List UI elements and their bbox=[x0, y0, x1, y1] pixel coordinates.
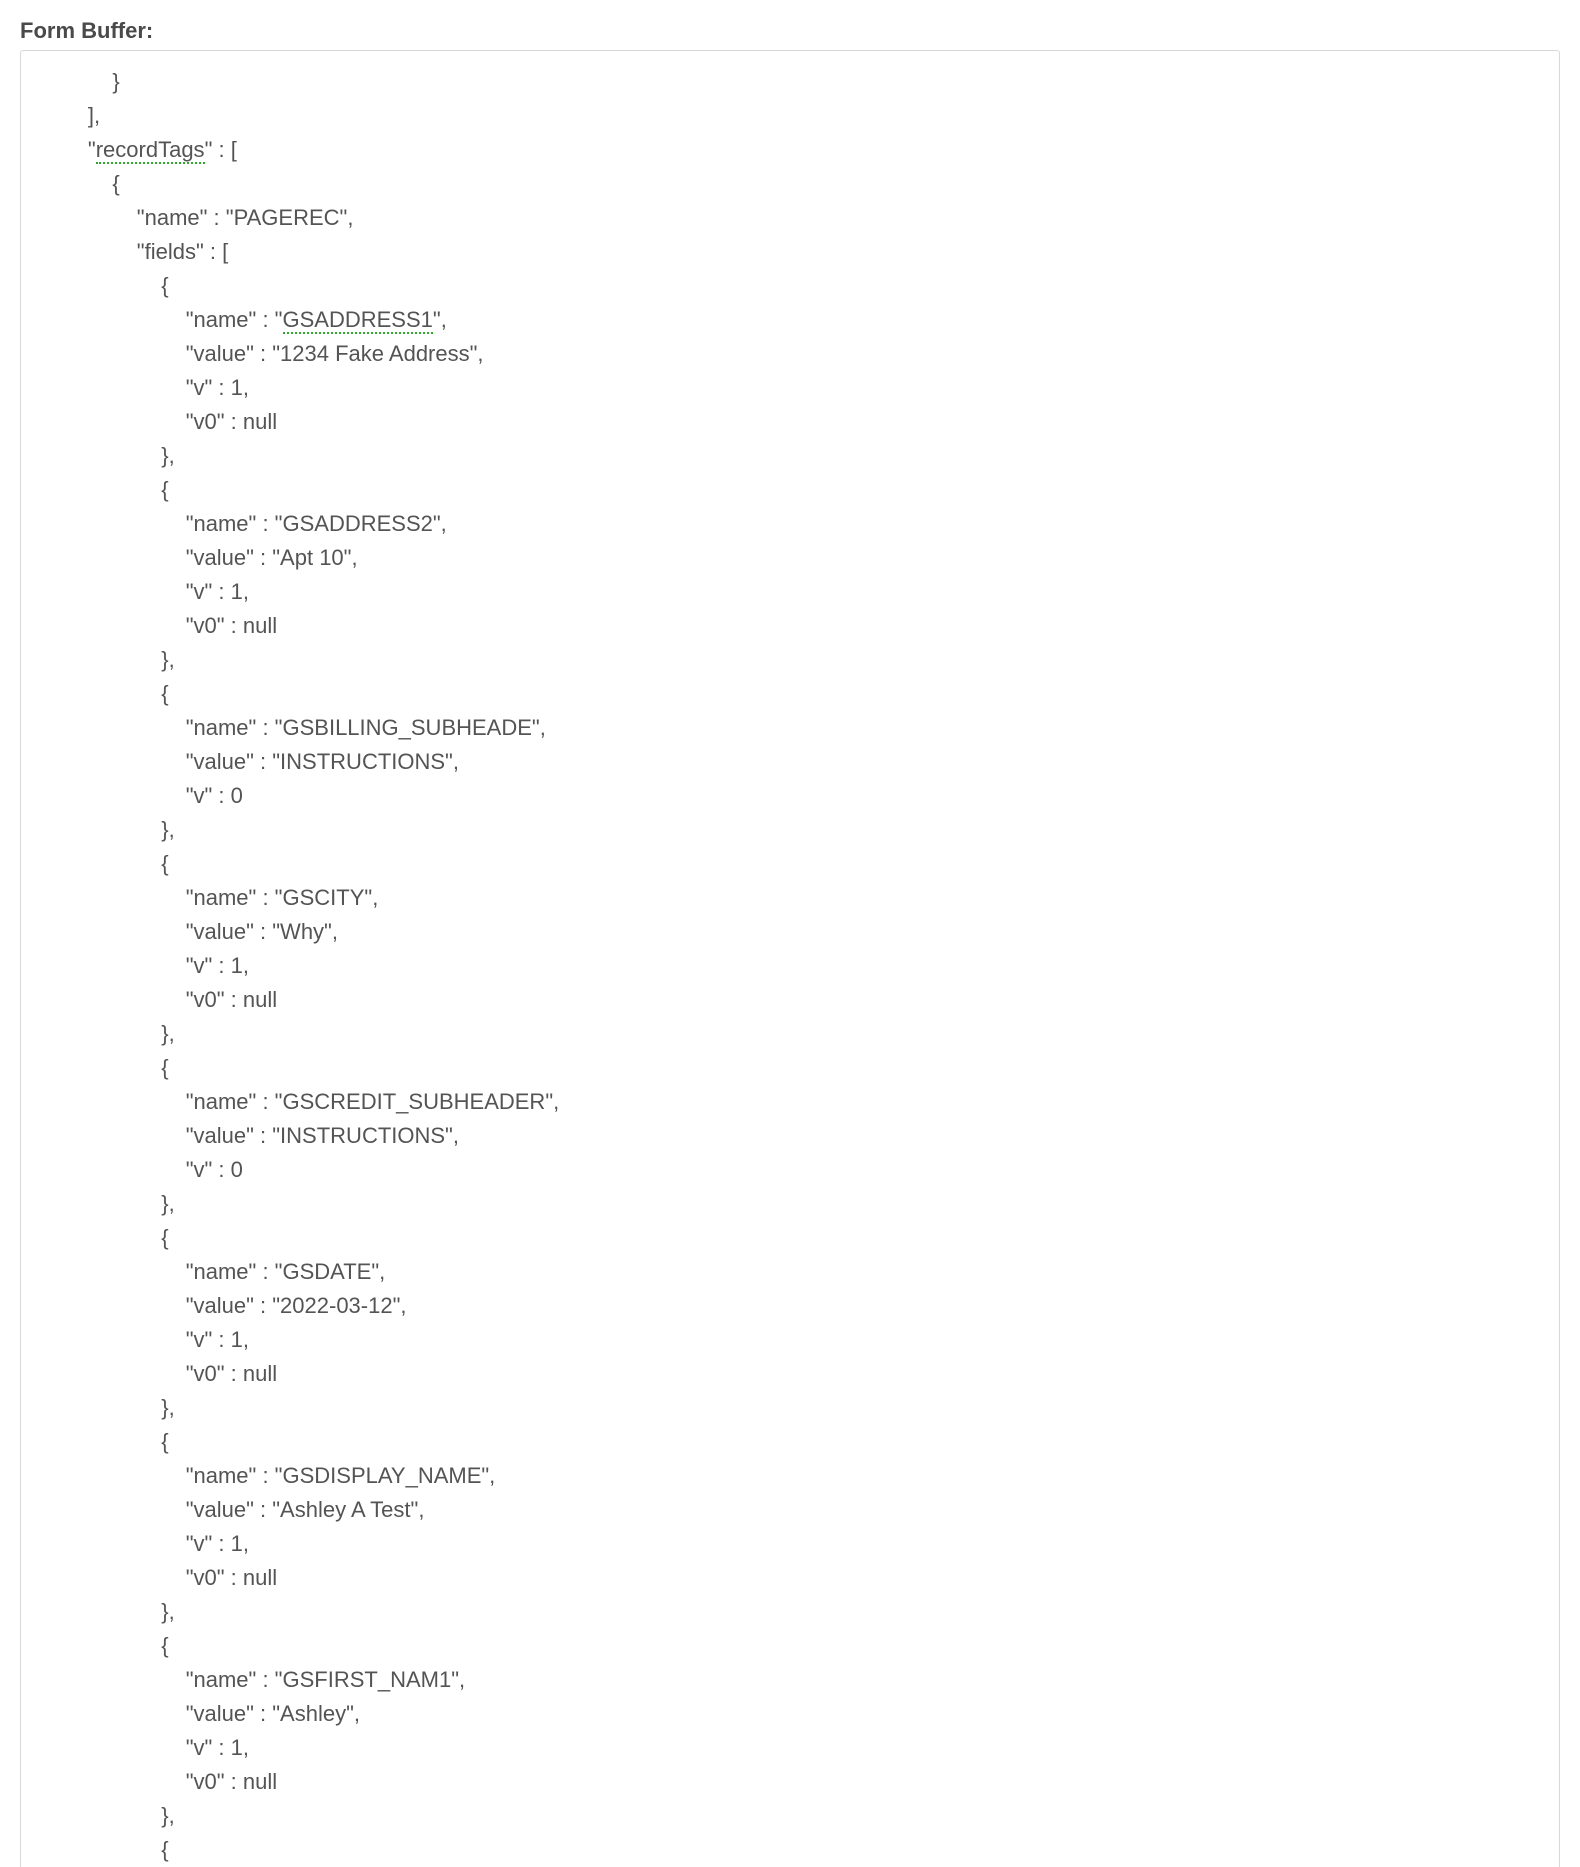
code-line: } bbox=[39, 65, 1553, 99]
form-buffer-panel: } ], "recordTags" : [ { "name" : "PAGERE… bbox=[20, 50, 1560, 1867]
code-line: "name" : "GSADDRESS2", bbox=[39, 507, 1553, 541]
code-line: { bbox=[39, 167, 1553, 201]
code-line: "name" : "GSDATE", bbox=[39, 1255, 1553, 1289]
code-line: { bbox=[39, 1051, 1553, 1085]
code-line: "v" : 0 bbox=[39, 779, 1553, 813]
code-line: { bbox=[39, 1833, 1553, 1867]
code-line: "name" : "GSCITY", bbox=[39, 881, 1553, 915]
code-line: { bbox=[39, 1425, 1553, 1459]
code-line: "value" : "1234 Fake Address", bbox=[39, 337, 1553, 371]
code-line: { bbox=[39, 1629, 1553, 1663]
code-line: { bbox=[39, 1221, 1553, 1255]
code-line: "v0" : null bbox=[39, 1765, 1553, 1799]
code-line: "value" : "Ashley", bbox=[39, 1697, 1553, 1731]
code-line: { bbox=[39, 847, 1553, 881]
code-line: "v" : 1, bbox=[39, 1731, 1553, 1765]
code-line: }, bbox=[39, 1799, 1553, 1833]
code-line: "value" : "Apt 10", bbox=[39, 541, 1553, 575]
spellcheck-underline: GSADDRESS1 bbox=[283, 307, 433, 334]
code-line: "v" : 1, bbox=[39, 1323, 1553, 1357]
code-line: "value" : "INSTRUCTIONS", bbox=[39, 1119, 1553, 1153]
code-line: }, bbox=[39, 1187, 1553, 1221]
code-line: "v" : 0 bbox=[39, 1153, 1553, 1187]
code-line: "v" : 1, bbox=[39, 371, 1553, 405]
code-line: }, bbox=[39, 1391, 1553, 1425]
code-line: { bbox=[39, 677, 1553, 711]
code-line: { bbox=[39, 473, 1553, 507]
code-line: "name" : "GSDISPLAY_NAME", bbox=[39, 1459, 1553, 1493]
code-line: "value" : "INSTRUCTIONS", bbox=[39, 745, 1553, 779]
code-line: "fields" : [ bbox=[39, 235, 1553, 269]
code-line: "v0" : null bbox=[39, 1561, 1553, 1595]
code-line: "v" : 1, bbox=[39, 575, 1553, 609]
code-line: "name" : "PAGEREC", bbox=[39, 201, 1553, 235]
code-line: "v0" : null bbox=[39, 609, 1553, 643]
code-line: }, bbox=[39, 1595, 1553, 1629]
code-line: "recordTags" : [ bbox=[39, 133, 1553, 167]
code-line: "v0" : null bbox=[39, 1357, 1553, 1391]
code-line: "value" : "2022-03-12", bbox=[39, 1289, 1553, 1323]
code-line: "v0" : null bbox=[39, 405, 1553, 439]
code-line: }, bbox=[39, 643, 1553, 677]
form-buffer-code: } ], "recordTags" : [ { "name" : "PAGERE… bbox=[39, 65, 1553, 1867]
code-line: "name" : "GSBILLING_SUBHEADE", bbox=[39, 711, 1553, 745]
code-line: }, bbox=[39, 813, 1553, 847]
code-line: "value" : "Ashley A Test", bbox=[39, 1493, 1553, 1527]
code-line: }, bbox=[39, 1017, 1553, 1051]
code-line: }, bbox=[39, 439, 1553, 473]
code-line: { bbox=[39, 269, 1553, 303]
code-line: "v" : 1, bbox=[39, 949, 1553, 983]
code-line: "value" : "Why", bbox=[39, 915, 1553, 949]
code-line: ], bbox=[39, 99, 1553, 133]
code-line: "v" : 1, bbox=[39, 1527, 1553, 1561]
code-line: "name" : "GSFIRST_NAM1", bbox=[39, 1663, 1553, 1697]
code-line: "name" : "GSCREDIT_SUBHEADER", bbox=[39, 1085, 1553, 1119]
code-line: "v0" : null bbox=[39, 983, 1553, 1017]
spellcheck-underline: recordTags bbox=[96, 137, 205, 164]
form-buffer-heading: Form Buffer: bbox=[20, 18, 1560, 44]
code-line: "name" : "GSADDRESS1", bbox=[39, 303, 1553, 337]
